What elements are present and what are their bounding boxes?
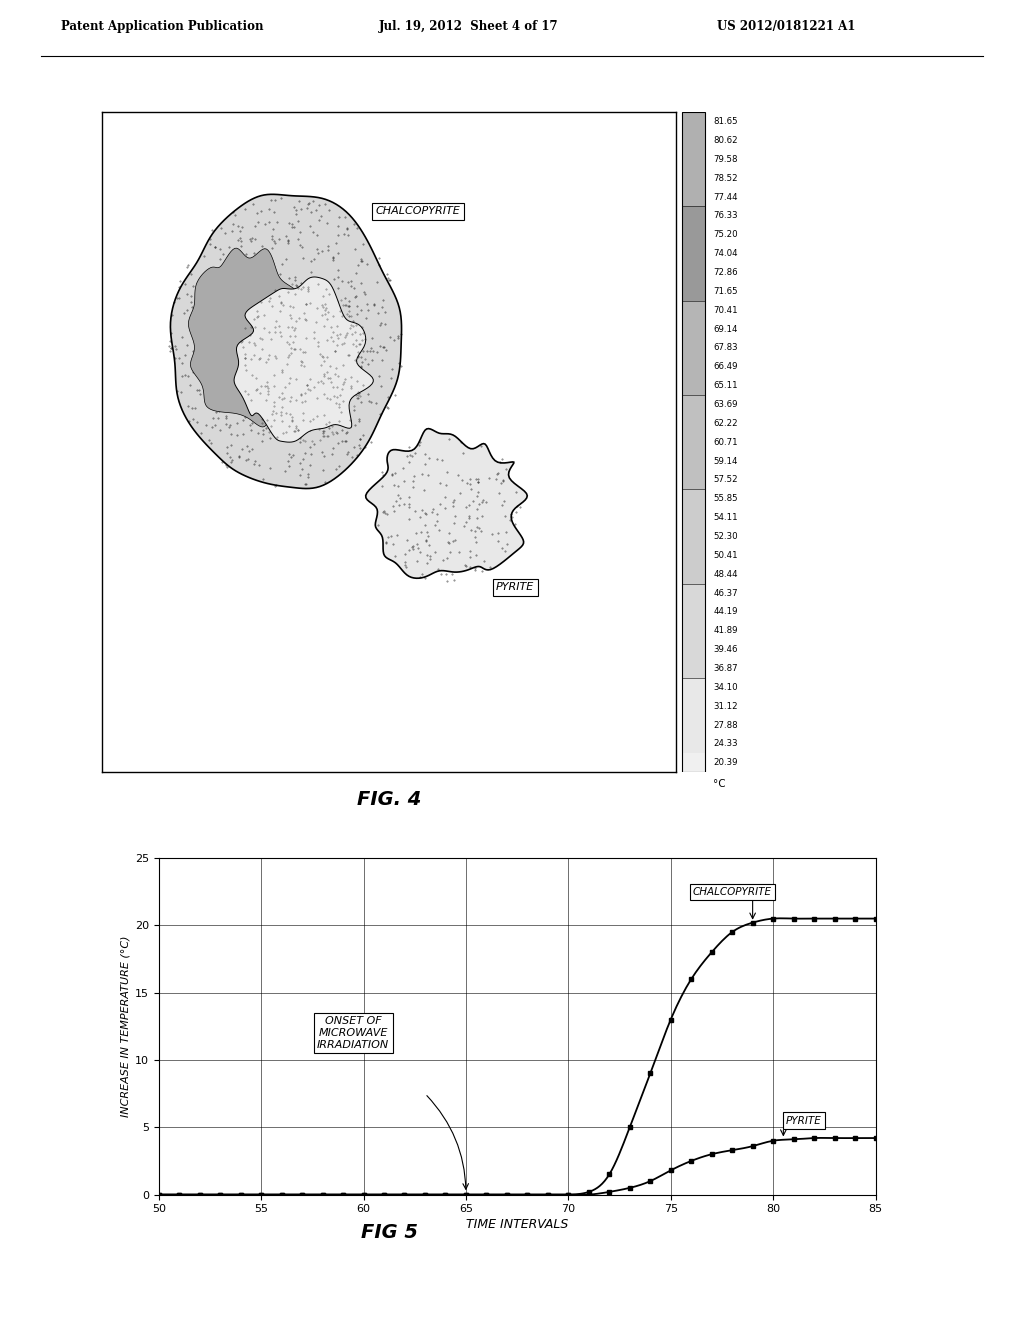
Bar <box>682 244 705 263</box>
Text: CHALCOPYRITE: CHALCOPYRITE <box>376 206 460 216</box>
Text: Jul. 19, 2012  Sheet 4 of 17: Jul. 19, 2012 Sheet 4 of 17 <box>379 20 558 33</box>
Bar <box>682 697 705 715</box>
Text: 24.33: 24.33 <box>713 739 738 748</box>
Text: 66.49: 66.49 <box>713 362 737 371</box>
Y-axis label: INCREASE IN TEMPERATURE (°C): INCREASE IN TEMPERATURE (°C) <box>121 936 131 1117</box>
Bar <box>682 112 705 772</box>
Bar <box>682 527 705 546</box>
Polygon shape <box>170 194 401 488</box>
Bar <box>682 395 705 414</box>
Polygon shape <box>188 248 304 426</box>
Text: 50.41: 50.41 <box>713 550 738 560</box>
Text: 59.14: 59.14 <box>713 457 737 466</box>
Text: 67.83: 67.83 <box>713 343 738 352</box>
Bar <box>682 734 705 754</box>
Text: 60.71: 60.71 <box>713 438 738 446</box>
Bar <box>682 565 705 583</box>
Bar <box>682 715 705 734</box>
Bar <box>682 754 705 772</box>
Text: US 2012/0181221 A1: US 2012/0181221 A1 <box>717 20 855 33</box>
Bar <box>682 546 705 565</box>
Text: 54.11: 54.11 <box>713 513 738 523</box>
Bar <box>682 112 705 131</box>
Text: 79.58: 79.58 <box>713 154 737 164</box>
Text: 72.86: 72.86 <box>713 268 738 277</box>
Bar <box>682 169 705 187</box>
Text: 69.14: 69.14 <box>713 325 737 334</box>
Bar <box>682 622 705 640</box>
Bar <box>682 338 705 358</box>
Text: CHALCOPYRITE: CHALCOPYRITE <box>692 887 772 896</box>
Text: PYRITE: PYRITE <box>786 1115 821 1126</box>
Bar <box>682 319 705 338</box>
Text: 77.44: 77.44 <box>713 193 738 202</box>
Text: 62.22: 62.22 <box>713 418 738 428</box>
Bar <box>682 490 705 508</box>
Bar <box>682 508 705 527</box>
Text: Patent Application Publication: Patent Application Publication <box>61 20 264 33</box>
Bar <box>682 226 705 244</box>
Bar <box>682 376 705 395</box>
Text: 74.04: 74.04 <box>713 249 738 259</box>
Text: 48.44: 48.44 <box>713 570 738 578</box>
Text: 75.20: 75.20 <box>713 230 738 239</box>
Text: 36.87: 36.87 <box>713 664 738 673</box>
Text: FIG 5: FIG 5 <box>360 1224 418 1242</box>
Bar <box>682 282 705 301</box>
Polygon shape <box>366 429 527 578</box>
Bar <box>682 301 705 319</box>
Text: ONSET OF
MICROWAVE
IRRADIATION: ONSET OF MICROWAVE IRRADIATION <box>317 1016 389 1049</box>
Bar <box>682 602 705 622</box>
Bar <box>682 263 705 282</box>
Text: 80.62: 80.62 <box>713 136 738 145</box>
Bar <box>682 583 705 602</box>
Bar <box>682 640 705 659</box>
Bar <box>682 131 705 150</box>
Bar <box>682 433 705 451</box>
Text: 78.52: 78.52 <box>713 174 738 182</box>
Text: 76.33: 76.33 <box>713 211 738 220</box>
Text: °C: °C <box>713 779 726 789</box>
Polygon shape <box>234 277 374 442</box>
Bar <box>682 358 705 376</box>
Text: 41.89: 41.89 <box>713 626 737 635</box>
Text: 44.19: 44.19 <box>713 607 737 616</box>
Text: 55.85: 55.85 <box>713 494 738 503</box>
Text: 71.65: 71.65 <box>713 286 738 296</box>
Bar <box>682 187 705 206</box>
Bar <box>682 414 705 433</box>
Bar <box>682 470 705 490</box>
Text: 63.69: 63.69 <box>713 400 737 409</box>
Bar <box>682 206 705 226</box>
X-axis label: TIME INTERVALS: TIME INTERVALS <box>466 1218 568 1232</box>
Text: 65.11: 65.11 <box>713 381 738 391</box>
Text: 34.10: 34.10 <box>713 682 738 692</box>
Text: 81.65: 81.65 <box>713 117 738 127</box>
Text: 46.37: 46.37 <box>713 589 738 598</box>
Text: 52.30: 52.30 <box>713 532 738 541</box>
Bar <box>682 659 705 678</box>
Text: 70.41: 70.41 <box>713 306 738 314</box>
Bar <box>682 451 705 470</box>
Text: PYRITE: PYRITE <box>497 582 535 593</box>
Bar <box>682 678 705 697</box>
Text: FIG. 4: FIG. 4 <box>357 791 421 809</box>
Text: 39.46: 39.46 <box>713 645 737 655</box>
Text: 27.88: 27.88 <box>713 721 738 730</box>
Text: 57.52: 57.52 <box>713 475 738 484</box>
Text: 20.39: 20.39 <box>713 758 737 767</box>
Text: 31.12: 31.12 <box>713 702 738 710</box>
Bar <box>682 150 705 169</box>
